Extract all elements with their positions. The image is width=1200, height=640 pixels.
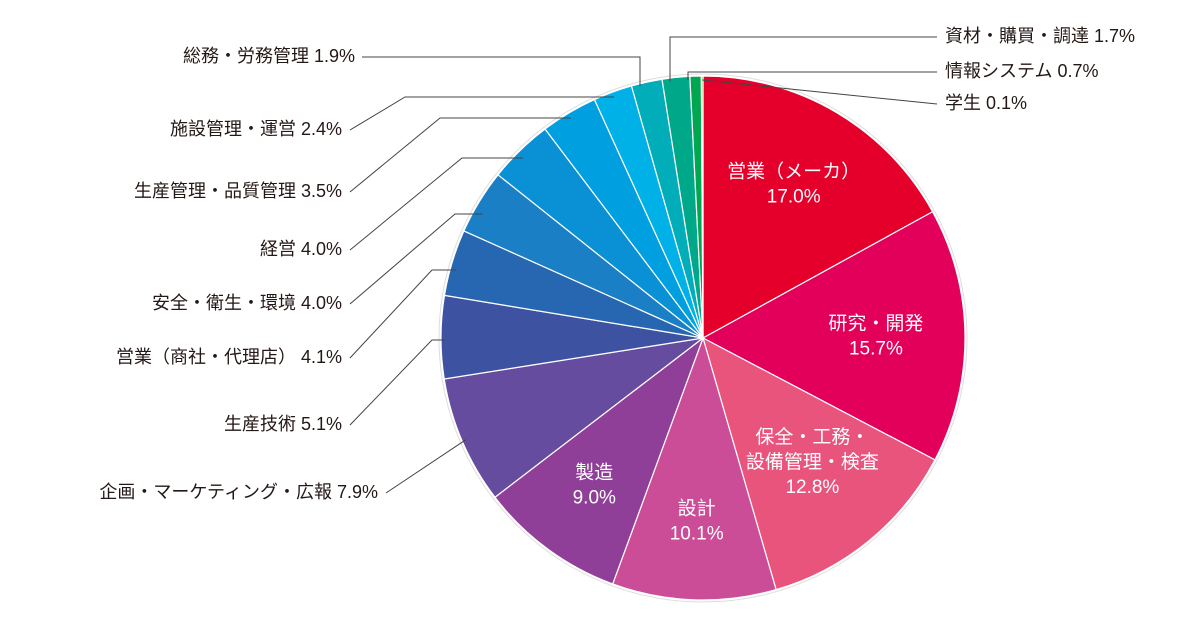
slice-label: 営業（メーカ） — [727, 161, 860, 183]
slice-label: 研究・開発 — [828, 312, 923, 334]
slice-label-line: 設備管理・検査 — [746, 451, 879, 473]
slice-label: 資材・購買・調達 1.7% — [945, 26, 1135, 46]
slice-label-value: 1.9% — [314, 46, 355, 66]
slice-label-name: 安全・衛生・環境 — [152, 293, 296, 313]
pie-slice — [702, 336, 936, 591]
leader-line — [687, 71, 937, 81]
pie-outline — [438, 73, 968, 603]
slice-label: 総務・労務管理 1.9% — [183, 46, 355, 66]
leader-line — [349, 157, 523, 251]
slice-label-name: 資材・購買・調達 — [945, 26, 1089, 46]
slice-label-value: 0.1% — [986, 93, 1027, 113]
slice-label: 経営 4.0% — [260, 239, 342, 259]
slice-value: 17.0% — [767, 187, 821, 208]
slice-label: 企画・マーケティング・広報 7.9% — [99, 482, 378, 502]
slice-label: 学生 0.1% — [945, 93, 1027, 113]
leader-line — [362, 56, 641, 87]
slice-label-value: 1.7% — [1094, 26, 1135, 46]
slice-label-name: 情報システム — [945, 61, 1052, 81]
pie-slice — [611, 336, 777, 601]
slice-label: 安全・衛生・環境 4.0% — [152, 293, 342, 313]
slice-label-name: 営業（商社・代理店） — [116, 347, 296, 367]
slice-label: 情報システム 0.7% — [945, 61, 1099, 81]
slice-label-value: 5.1% — [301, 414, 342, 434]
leader-line — [349, 213, 483, 305]
slice-label-name: 企画・マーケティング・広報 — [99, 482, 332, 502]
slice-label-value: 4.1% — [301, 347, 342, 367]
pie-slice — [443, 337, 704, 499]
slice-value: 15.7% — [849, 338, 903, 359]
slice-label: 施設管理・運営 2.4% — [170, 119, 342, 139]
slice-value: 12.8% — [785, 477, 839, 498]
slice-label: 製造 — [575, 462, 613, 484]
slice-label-name: 学生 — [945, 93, 981, 113]
slice-label-value: 4.0% — [301, 239, 342, 259]
leader-line — [385, 439, 467, 494]
pie-slice — [702, 75, 934, 340]
slice-label: 生産管理・品質管理 3.5% — [134, 181, 342, 201]
slice-label-value: 2.4% — [301, 119, 342, 139]
pie-slice — [700, 75, 704, 339]
slice-value: 10.1% — [670, 523, 724, 544]
leader-line — [349, 339, 446, 426]
leader-line — [702, 79, 938, 105]
slice-label-name: 経営 — [260, 239, 296, 259]
slice-label-value: 4.0% — [301, 293, 342, 313]
pie-slice — [494, 336, 705, 585]
leader-line — [349, 96, 615, 131]
pie-slice — [701, 210, 966, 461]
leader-line — [349, 269, 456, 359]
slice-label-line: 保全・工務・ — [755, 426, 869, 448]
slice-label: 生産技術 5.1% — [224, 414, 342, 434]
slice-label-value: 0.7% — [1057, 61, 1098, 81]
slice-label-name: 総務・労務管理 — [183, 46, 309, 66]
leader-line — [349, 117, 571, 193]
slice-label: 設計 — [678, 497, 716, 519]
slice-label-value: 7.9% — [337, 482, 378, 502]
slice-label-name: 生産技術 — [224, 414, 296, 434]
slice-label-name: 施設管理・運営 — [170, 119, 296, 139]
slice-label: 保全・工務・設備管理・検査 — [746, 426, 879, 473]
slice-value: 9.0% — [573, 488, 616, 509]
slice-label: 営業（商社・代理店） 4.1% — [116, 347, 342, 367]
leader-line — [669, 36, 937, 82]
slice-label-value: 3.5% — [301, 181, 342, 201]
slice-label-name: 生産管理・品質管理 — [134, 181, 296, 201]
